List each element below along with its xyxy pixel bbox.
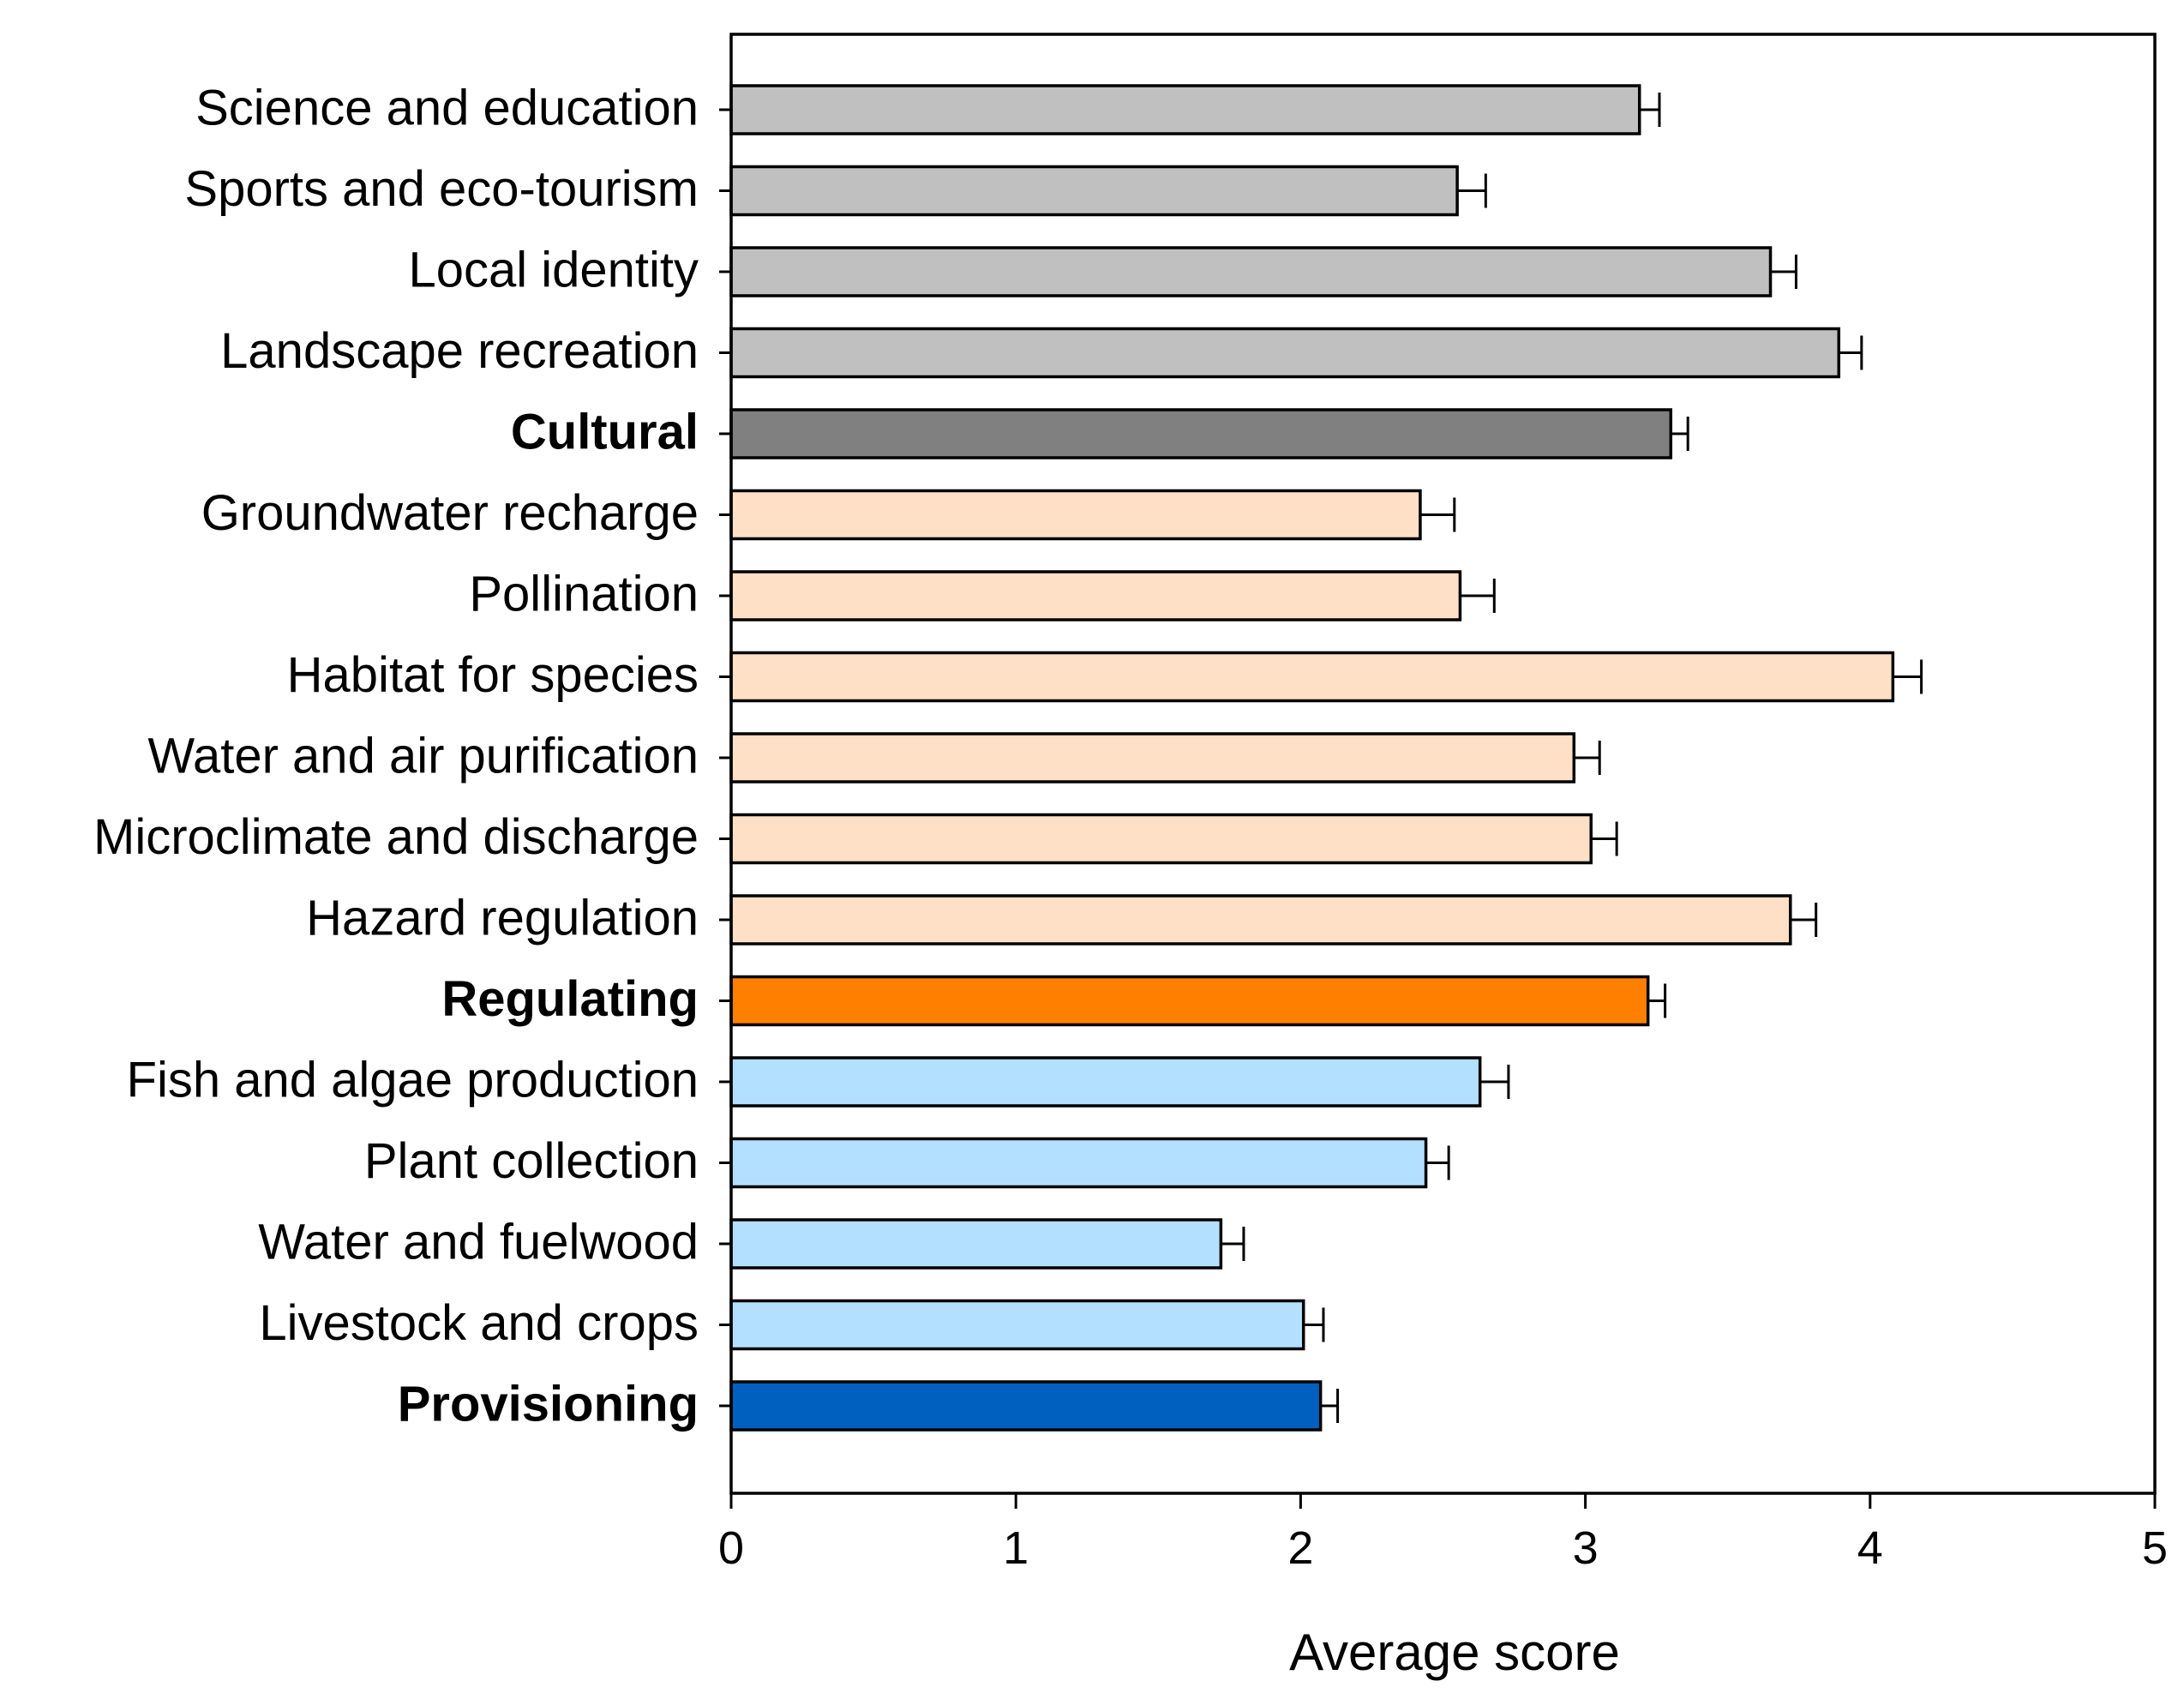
error-bars-layer [1221, 93, 1923, 1423]
category-label: Sports and eco-tourism [184, 161, 699, 217]
bar [729, 1056, 1482, 1108]
error-bar [1591, 821, 1618, 856]
category-label: Hazard regulation [306, 890, 699, 946]
error-bar [1425, 1145, 1450, 1180]
error-bar [1320, 1389, 1340, 1423]
category-label: Local identity [408, 242, 699, 297]
bar [729, 975, 1650, 1027]
error-bar [1839, 335, 1863, 370]
category-label: Pollination [469, 566, 699, 621]
bar [729, 1218, 1223, 1270]
category-label: Plant collection [364, 1133, 699, 1189]
bar [729, 1299, 1305, 1351]
error-bar [1893, 659, 1923, 694]
bar [729, 327, 1841, 379]
bar [729, 894, 1792, 946]
category-label: Provisioning [398, 1376, 699, 1432]
bar [729, 651, 1895, 703]
x-tick-label: 1 [1003, 1522, 1029, 1574]
bar [729, 165, 1459, 217]
x-tick-label: 4 [1857, 1522, 1883, 1574]
x-tick-label: 5 [2142, 1522, 2168, 1574]
error-bar [1479, 1065, 1510, 1099]
bar [729, 1137, 1428, 1189]
category-label: Microclimate and discharge [93, 809, 699, 865]
bar [729, 246, 1773, 297]
category-label: Fish and algae production [127, 1052, 699, 1108]
error-bar [1671, 417, 1689, 451]
bar [729, 570, 1462, 621]
category-label: Livestock and crops [259, 1295, 699, 1351]
axes-layer: 0 1 2 3 4 5 [718, 33, 2168, 1574]
error-bar [1460, 579, 1496, 613]
x-axis-title: Average score [1289, 1624, 1620, 1681]
bar [729, 408, 1673, 459]
category-labels-layer: Science and education Sports and eco-tour… [93, 80, 699, 1432]
error-bar [1770, 255, 1797, 289]
category-label: Habitat for species [287, 647, 699, 703]
category-label: Regulating [441, 971, 699, 1027]
bar [729, 732, 1576, 783]
category-label: Cultural [511, 404, 699, 459]
bar [729, 84, 1641, 135]
error-bar [1574, 741, 1601, 775]
x-tick-label: 3 [1573, 1522, 1599, 1574]
category-label: Water and fuelwood [258, 1214, 699, 1270]
error-bar [1790, 903, 1818, 937]
x-tick-label: 2 [1287, 1522, 1313, 1574]
category-label: Groundwater recharge [201, 485, 699, 541]
error-bar [1419, 497, 1456, 532]
error-bar [1303, 1307, 1325, 1342]
category-label: Water and air purification [147, 728, 699, 783]
x-tick-label: 0 [718, 1522, 744, 1574]
bars-layer [729, 84, 1895, 1432]
plot-frame [729, 33, 2157, 1495]
error-bar [1639, 93, 1661, 127]
category-label: Landscape recreation [220, 323, 699, 379]
error-bar [1647, 983, 1667, 1018]
error-bar [1457, 173, 1487, 208]
bar [729, 489, 1422, 541]
error-bar [1221, 1227, 1245, 1261]
category-label: Science and education [195, 80, 699, 135]
bar [729, 813, 1593, 865]
bar [729, 1380, 1323, 1432]
